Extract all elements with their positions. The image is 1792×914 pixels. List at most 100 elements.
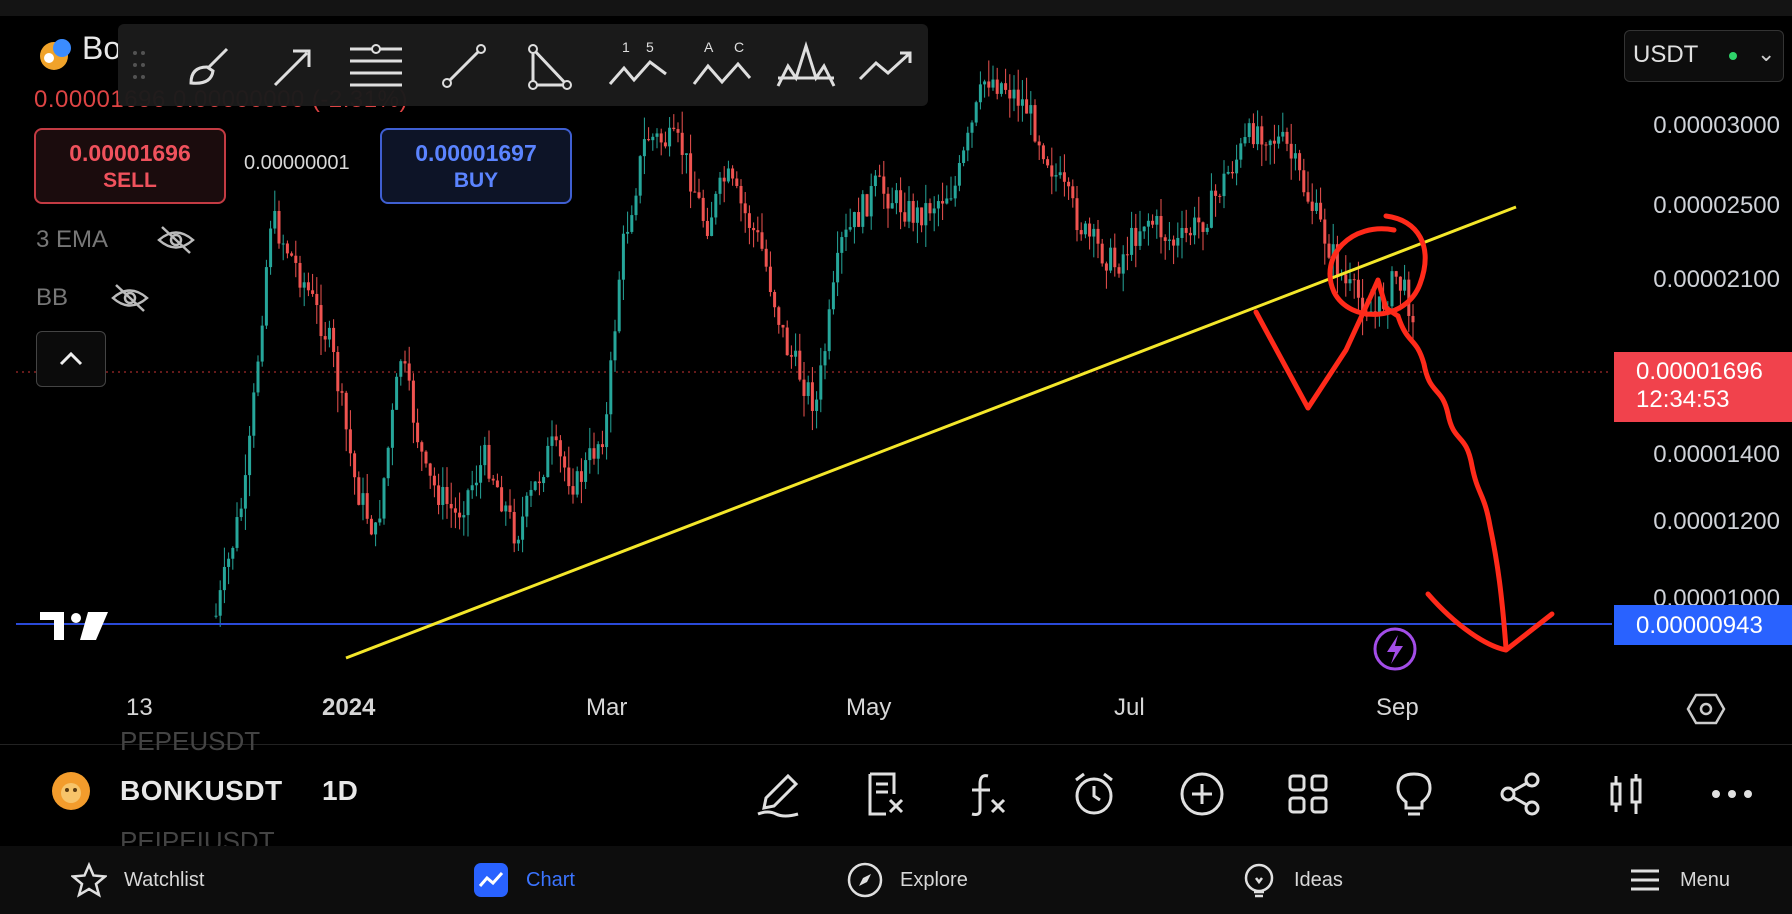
- candle-body: [1268, 140, 1272, 146]
- candle-body: [487, 444, 491, 479]
- add-button[interactable]: [1172, 764, 1232, 824]
- pattern-tool-button[interactable]: [772, 38, 840, 94]
- indicator-ema-label[interactable]: 3 EMA: [36, 226, 109, 253]
- buy-button[interactable]: 0.00001697 BUY: [380, 128, 572, 204]
- eye-off-icon[interactable]: [156, 225, 196, 255]
- candle-body: [357, 477, 361, 505]
- time-label: 2024: [322, 694, 376, 721]
- drag-handle-icon[interactable]: [132, 50, 146, 80]
- chart-canvas[interactable]: [16, 16, 1612, 676]
- candle-body: [227, 558, 231, 567]
- arrow-tool-button[interactable]: [264, 38, 320, 94]
- candle-body: [1050, 165, 1054, 177]
- triangle-tool-button[interactable]: [520, 38, 576, 94]
- candle-body: [684, 153, 688, 155]
- candle-body: [378, 518, 382, 523]
- nav-chart[interactable]: Chart: [472, 858, 575, 902]
- candle-body: [878, 175, 882, 177]
- collapse-legend-button[interactable]: [36, 331, 106, 387]
- order-panel-button[interactable]: [854, 764, 914, 824]
- candle-body: [743, 203, 747, 214]
- candle-body: [1361, 297, 1365, 316]
- candle-body: [1327, 243, 1331, 258]
- plus-circle-icon: [1180, 772, 1224, 816]
- candle-body: [773, 292, 777, 308]
- horizontal-lines-tool-button[interactable]: [348, 38, 404, 94]
- brush-tool-button[interactable]: [180, 38, 236, 94]
- annotation-arrowhead: [1425, 591, 1555, 653]
- candle-body: [844, 229, 848, 238]
- settings-hexagon-icon[interactable]: [1686, 692, 1726, 726]
- timeframe-selector[interactable]: 1D: [322, 775, 358, 806]
- abc-pattern-icon: A C: [692, 39, 752, 85]
- eye-off-icon[interactable]: [110, 283, 150, 313]
- nav-ideas[interactable]: Ideas: [1240, 858, 1343, 902]
- ideas-button[interactable]: [1384, 764, 1444, 824]
- share-button[interactable]: [1490, 764, 1550, 824]
- abcd-pattern-tool-button[interactable]: A C: [688, 38, 756, 94]
- candle-body: [369, 518, 373, 535]
- indicators-button[interactable]: [956, 764, 1016, 824]
- candle-body: [1319, 202, 1323, 220]
- candle-body: [1109, 247, 1113, 271]
- candle-body: [827, 309, 831, 352]
- candle-body: [1289, 143, 1293, 159]
- chart-type-button[interactable]: [1596, 764, 1656, 824]
- draw-button[interactable]: [748, 764, 808, 824]
- candle-body: [319, 305, 323, 337]
- candle-body: [1348, 279, 1352, 284]
- candle-body: [483, 444, 487, 466]
- candle-body: [1352, 279, 1356, 281]
- nav-chart-label: Chart: [526, 868, 575, 891]
- alert-button[interactable]: [1064, 764, 1124, 824]
- nav-explore[interactable]: Explore: [846, 858, 968, 902]
- candle-body: [894, 190, 898, 204]
- candle-body: [311, 290, 315, 294]
- candle-body: [1277, 136, 1281, 144]
- candle-body: [1323, 219, 1327, 244]
- layouts-button[interactable]: [1278, 764, 1338, 824]
- candle-body: [1272, 140, 1276, 144]
- indicator-bb-label[interactable]: BB: [36, 284, 69, 311]
- candle-body: [420, 442, 424, 452]
- candlestick-chart[interactable]: [16, 16, 1612, 676]
- nav-watchlist[interactable]: Watchlist: [70, 858, 204, 902]
- candle-body: [596, 444, 600, 459]
- annotation-circle: [1327, 213, 1428, 317]
- currency-select[interactable]: USDT ⌄: [1624, 30, 1784, 82]
- lightning-icon[interactable]: [1372, 626, 1418, 672]
- more-dots-icon: [1712, 790, 1752, 798]
- candle-body: [626, 231, 630, 234]
- candle-body: [617, 279, 621, 332]
- candle-body: [269, 228, 273, 268]
- candle-body: [983, 81, 987, 85]
- lightbulb-icon: [1396, 772, 1432, 816]
- candle-body: [428, 463, 432, 476]
- status-dot: [1729, 52, 1737, 60]
- more-button[interactable]: [1702, 764, 1762, 824]
- candle-body: [231, 547, 235, 559]
- candle-body: [1046, 159, 1050, 166]
- candle-body: [1197, 217, 1201, 223]
- candle-body: [466, 490, 470, 516]
- nav-menu[interactable]: Menu: [1626, 858, 1730, 902]
- symbol-ticker[interactable]: BONKUSDT: [120, 775, 283, 806]
- time-label: Mar: [586, 694, 628, 721]
- candle-body: [411, 380, 415, 423]
- candle-body: [323, 336, 327, 340]
- sell-button[interactable]: 0.00001696 SELL: [34, 128, 226, 204]
- candle-body: [458, 512, 462, 518]
- candle-body: [886, 193, 890, 209]
- candle-body: [609, 360, 613, 415]
- candle-body: [416, 422, 420, 443]
- candle-body: [1008, 89, 1012, 99]
- elliott-wave-tool-button[interactable]: 1 5: [604, 38, 672, 94]
- path-tool-button[interactable]: [854, 38, 918, 94]
- candle-body: [1403, 279, 1407, 291]
- candle-body: [1335, 244, 1339, 276]
- time-label: 13: [126, 694, 153, 721]
- candle-body: [1096, 228, 1100, 244]
- trend-line-tool-button[interactable]: [436, 38, 492, 94]
- price-tick: 0.00002100: [1653, 266, 1780, 293]
- candle-body: [1104, 263, 1108, 271]
